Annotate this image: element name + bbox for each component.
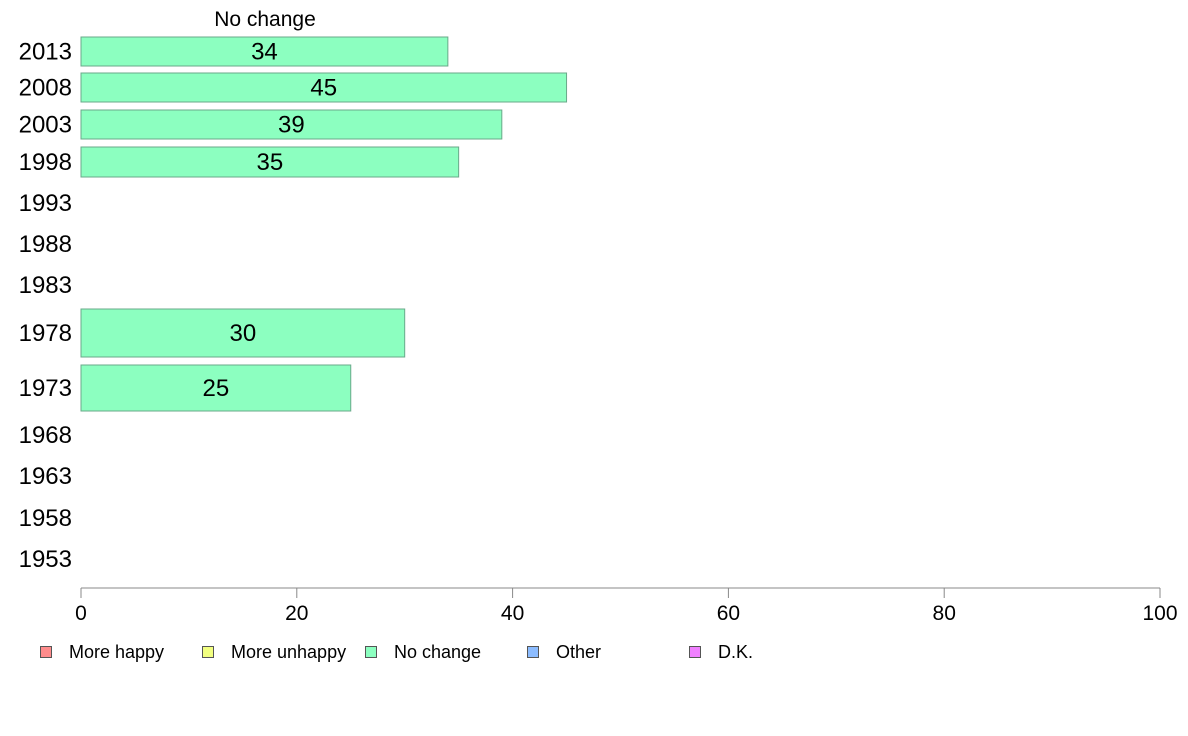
x-tick-label: 60 <box>717 602 740 625</box>
bar <box>80 72 568 103</box>
bar-value-label: 45 <box>310 75 337 102</box>
x-axis: 0 20 40 60 80 100 <box>75 587 1178 625</box>
legend-swatch-other <box>527 646 539 658</box>
y-tick-label: 1963 <box>19 463 72 490</box>
y-tick-label: 1958 <box>19 505 72 532</box>
y-tick-label: 1978 <box>19 320 72 347</box>
legend-label: Other <box>556 641 602 662</box>
y-tick-label: 1953 <box>19 546 72 573</box>
bar-value-label: 35 <box>256 149 283 176</box>
y-tick-label: 1998 <box>19 149 72 176</box>
legend-swatch-more-unhappy <box>202 646 214 658</box>
legend-swatch-more-happy <box>40 646 52 658</box>
y-tick-label: 2008 <box>19 75 72 102</box>
y-tick-label: 1993 <box>19 190 72 217</box>
bar <box>80 36 449 67</box>
legend-item-other: Other <box>527 641 601 663</box>
legend-swatch-dk <box>689 646 701 658</box>
chart-title: No change <box>214 8 316 31</box>
x-tick-label: 40 <box>501 602 524 625</box>
y-tick-label: 1973 <box>19 375 72 402</box>
y-tick-label: 1968 <box>19 422 72 449</box>
x-tick-label: 100 <box>1142 602 1177 625</box>
legend-swatch-no-change <box>365 646 377 658</box>
legend-label: More unhappy <box>231 641 347 662</box>
legend-label: D.K. <box>718 641 754 662</box>
legend-item-no-change: No change <box>365 641 481 663</box>
bar-value-label: 34 <box>251 39 278 66</box>
bar <box>80 146 460 178</box>
legend-label: No change <box>394 641 482 662</box>
bar <box>80 364 352 412</box>
y-tick-label: 1983 <box>19 272 72 299</box>
legend: More happy More unhappy No change Other … <box>40 641 800 663</box>
bar-value-label: 25 <box>203 375 230 402</box>
bar <box>80 109 503 140</box>
bar-value-label: 39 <box>278 112 305 139</box>
bar <box>80 308 406 358</box>
x-tick-label: 20 <box>285 602 308 625</box>
y-tick-label: 1988 <box>19 231 72 258</box>
x-tick-label: 80 <box>933 602 956 625</box>
legend-item-more-unhappy: More unhappy <box>202 641 346 663</box>
legend-item-more-happy: More happy <box>40 641 164 663</box>
legend-label: More happy <box>69 641 165 662</box>
y-tick-label: 2003 <box>19 112 72 139</box>
bar-value-label: 30 <box>229 320 256 347</box>
x-tick-label: 0 <box>75 602 87 625</box>
legend-item-dk: D.K. <box>689 641 753 663</box>
y-tick-label: 2013 <box>19 39 72 66</box>
